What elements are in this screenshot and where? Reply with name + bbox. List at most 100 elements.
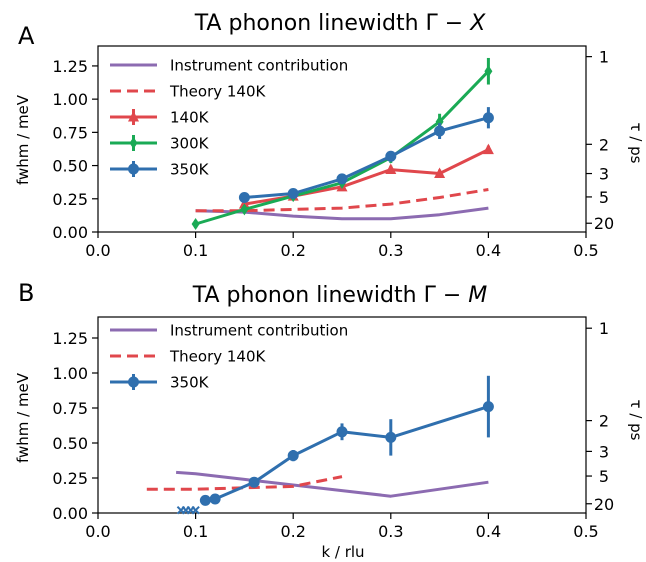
panel-a-data-point [191,218,200,231]
panel-b-series-theory-140k [146,475,343,491]
panel-b-legend-label: Theory 140K [169,348,267,366]
panel-a-plot: 0.0 0.1 0.2 0.3 0.4 0.5 0.00 0.25 0.50 0.75 1.00 1.… [52,45,614,260]
panel-b-plot: 0.0 0.1 0.2 0.3 0.4 0.5 0.00 0.25 0.50 0.75 1.00 1.… [52,316,614,541]
panel-a-legend-marker [129,137,138,149]
panel-b-xtick-label: 0.0 [85,522,110,541]
panel-b-ytick-label: 0.75 [52,399,88,418]
panel-a-data-point [484,65,493,78]
panel-a-right-tick-label: 2 [599,135,609,154]
panel-b-ytick-label: 0.00 [52,504,88,523]
panel-b-xlabel: k / rlu [321,543,364,561]
panel-b-data-point [209,493,221,505]
panel-b-right-tick-label: 20 [594,495,614,514]
panel-b-label: B [18,279,34,307]
panel-a-legend-label: 300K [170,135,210,153]
panel-a-ytick-label: 1.25 [52,57,88,76]
panel-b-series-line [146,475,343,491]
panel-a-right-axis-label: τ / ps [627,123,645,164]
panel-a-data-point [435,115,444,128]
panel-a-series-line [244,116,489,199]
panel-a-title-italic: X [469,11,486,36]
panel-a-data-point [482,143,494,155]
panel-a-series-line [195,188,489,213]
panel-b-title-italic: M [468,283,487,308]
panel-b-legend-marker [128,376,139,388]
panel-a-xtick-label: 0.0 [85,241,110,260]
panel-a-xtick-label: 0.2 [280,241,305,260]
panel-a-legend-label: 140K [170,109,210,127]
panel-a-title-symbol: Γ − [426,11,471,36]
panel-a: A TA phonon linewidth Γ − X fwhm / meV τ… [14,11,645,185]
panel-b-right-axis-label: τ / ps [627,400,645,441]
panel-a-ytick-label: 0.50 [52,157,88,176]
panel-a-right-tick-label: 3 [599,165,609,184]
panel-a-ylabel: fwhm / meV [14,94,32,185]
panel-a-series-350k [238,107,494,203]
panel-b-series-line [205,405,489,502]
panel-b-ytick-label: 0.50 [52,434,88,453]
panel-a-frame [97,45,587,233]
panel-b-right-tick-label: 1 [599,319,609,338]
panel-a-series-140k [238,143,494,209]
plot-area: 0.0 0.1 0.2 0.3 0.4 0.50.000.250.500.751.001.… [52,45,614,541]
panel-a-data-point [434,125,446,137]
panel-a-ytick-label: 0.00 [52,223,88,242]
panel-a-xtick-label: 0.5 [573,241,598,260]
panel-b-series-350k [199,375,494,506]
panel-b-legend-label: Instrument contribution [170,322,348,340]
panel-a-data-point [240,203,249,216]
panel-b: B TA phonon linewidth Γ − M fwhm / meV τ… [14,279,645,561]
panel-a-data-point [385,163,397,175]
panel-a-data-point [238,198,250,209]
panel-b-xtick-label: 0.5 [573,522,598,541]
panel-b-title: TA phonon linewidth Γ − M [192,283,488,308]
panel-b-right-tick-label: 3 [599,442,609,461]
panel-b-ytick-label: 1.25 [52,329,88,348]
panel-b-series-line [175,470,489,498]
panel-a-data-point [482,112,494,124]
panel-b-title-main: TA phonon linewidth [192,283,424,308]
panel-a-data-point [434,167,446,179]
panel-a-ytick-label: 0.25 [52,190,88,209]
panel-b-data-point [336,426,348,438]
panel-b-xtick-label: 0.2 [280,522,305,541]
panel-a-data-point [287,187,299,199]
panel-b-data-point [482,401,494,413]
panel-a-series-theory-140k [195,188,489,213]
panel-b-data-point [248,476,260,488]
panel-a-legend: Instrument contribution Theory 140K 140K 30… [110,57,348,179]
panel-b-legend-label: 350K [170,374,210,392]
panel-a-right-tick-label: 5 [599,188,609,207]
panel-b-ylabel: fwhm / meV [14,372,32,463]
panel-a-ytick-label: 1.00 [52,90,88,109]
panel-b-data-point [199,494,211,506]
panel-b-right-tick-label: 5 [599,467,609,486]
panel-b-xtick-label: 0.4 [476,522,501,541]
panel-b-ytick-label: 1.00 [52,364,88,383]
panel-a-legend-label: Instrument contribution [170,57,348,75]
panel-b-ytick-label: 0.25 [52,469,88,488]
panel-b-data-point [385,431,397,443]
panel-a-xtick-label: 0.3 [378,241,403,260]
panel-a-data-point [336,173,348,185]
panel-a-legend-label: 350K [170,161,210,179]
panel-b-series-extra-points [176,505,200,515]
panel-b-data-point [287,450,299,462]
panel-a-legend-marker [128,163,139,175]
panel-a-legend-marker [128,111,139,122]
panel-a-right-tick-label: 20 [594,214,614,233]
panel-b-xtick-label: 0.1 [183,522,208,541]
panel-b-data-point [191,505,200,515]
panel-a-data-point [238,191,250,203]
panel-a-title-main: TA phonon linewidth [194,11,426,36]
panel-b-title-symbol: Γ − [424,283,469,308]
panel-b-xtick-label: 0.3 [378,522,403,541]
panel-b-frame [97,316,587,514]
panel-b-series-instrument-contribution [175,470,489,498]
panel-a-xtick-label: 0.4 [476,241,501,260]
panel-b-legend: Instrument contribution Theory 140K 350K [110,322,348,392]
panel-a-title: TA phonon linewidth Γ − X [194,11,487,36]
panel-a-legend-label: Theory 140K [169,83,267,101]
panel-a-ytick-label: 0.75 [52,123,88,142]
